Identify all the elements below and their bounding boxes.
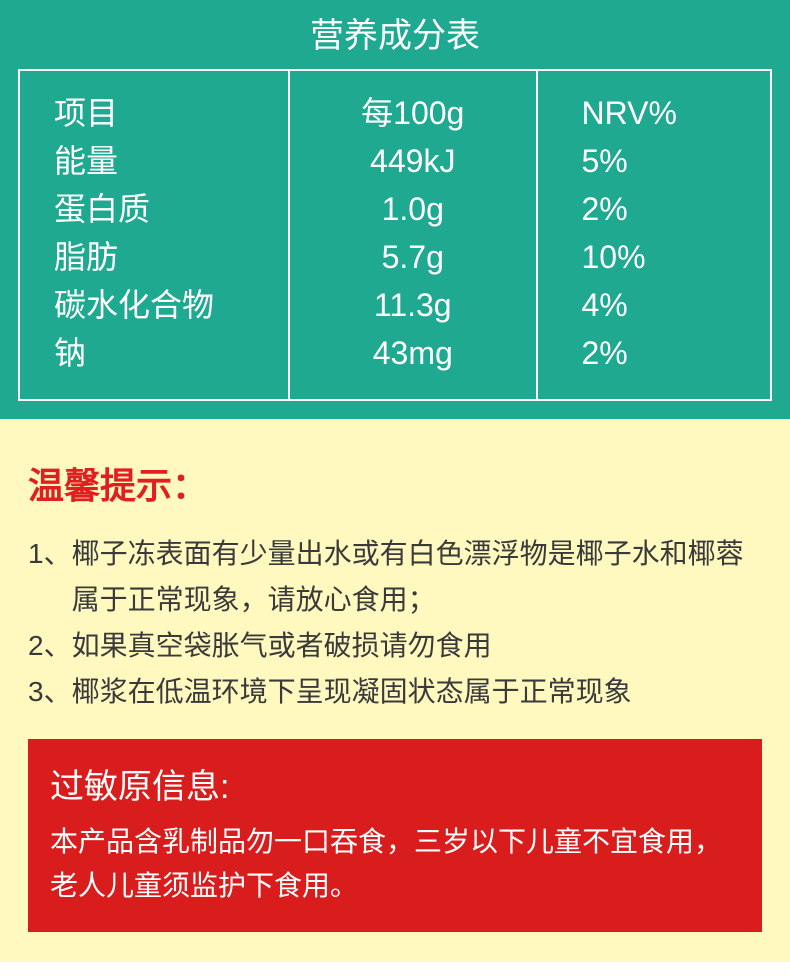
row-nrv: 2% bbox=[538, 185, 771, 233]
tip-text: 椰子冻表面有少量出水或有白色漂浮物是椰子水和椰蓉属于正常现象，请放心食用； bbox=[72, 531, 762, 623]
col-header: NRV% bbox=[538, 89, 771, 137]
tips-panel: 温馨提示： 1、 椰子冻表面有少量出水或有白色漂浮物是椰子水和椰蓉属于正常现象，… bbox=[0, 419, 790, 962]
row-value: 449kJ bbox=[290, 137, 536, 185]
row-name: 钠 bbox=[20, 329, 288, 377]
tip-item: 2、 如果真空袋胀气或者破损请勿食用 bbox=[28, 623, 762, 669]
nutrition-col-name: 项目 能量 蛋白质 脂肪 碳水化合物 钠 bbox=[20, 71, 290, 399]
row-value: 11.3g bbox=[290, 281, 536, 329]
nutrition-panel: 营养成分表 项目 能量 蛋白质 脂肪 碳水化合物 钠 每100g 449kJ 1… bbox=[0, 0, 790, 419]
tip-number: 3、 bbox=[28, 669, 72, 715]
tip-text: 椰浆在低温环境下呈现凝固状态属于正常现象 bbox=[72, 669, 762, 715]
tip-number: 2、 bbox=[28, 623, 72, 669]
allergen-panel: 过敏原信息: 本产品含乳制品勿一口吞食，三岁以下儿童不宜食用，老人儿童须监护下食… bbox=[28, 739, 762, 932]
row-nrv: 5% bbox=[538, 137, 771, 185]
row-nrv: 4% bbox=[538, 281, 771, 329]
tips-title: 温馨提示： bbox=[28, 457, 762, 509]
allergen-text: 本产品含乳制品勿一口吞食，三岁以下儿童不宜食用，老人儿童须监护下食用。 bbox=[50, 820, 740, 908]
tips-list: 1、 椰子冻表面有少量出水或有白色漂浮物是椰子水和椰蓉属于正常现象，请放心食用；… bbox=[28, 531, 762, 715]
nutrition-title: 营养成分表 bbox=[18, 0, 772, 69]
row-value: 1.0g bbox=[290, 185, 536, 233]
nutrition-table: 项目 能量 蛋白质 脂肪 碳水化合物 钠 每100g 449kJ 1.0g 5.… bbox=[18, 69, 772, 401]
tip-item: 1、 椰子冻表面有少量出水或有白色漂浮物是椰子水和椰蓉属于正常现象，请放心食用； bbox=[28, 531, 762, 623]
row-value: 5.7g bbox=[290, 233, 536, 281]
row-name: 蛋白质 bbox=[20, 185, 288, 233]
row-name: 脂肪 bbox=[20, 233, 288, 281]
row-name: 碳水化合物 bbox=[20, 281, 288, 329]
nutrition-col-nrv: NRV% 5% 2% 10% 4% 2% bbox=[538, 71, 771, 399]
col-header: 项目 bbox=[20, 89, 288, 137]
nutrition-col-per100g: 每100g 449kJ 1.0g 5.7g 11.3g 43mg bbox=[290, 71, 538, 399]
allergen-title: 过敏原信息: bbox=[50, 759, 740, 808]
row-name: 能量 bbox=[20, 137, 288, 185]
row-nrv: 10% bbox=[538, 233, 771, 281]
tip-item: 3、 椰浆在低温环境下呈现凝固状态属于正常现象 bbox=[28, 669, 762, 715]
row-nrv: 2% bbox=[538, 329, 771, 377]
row-value: 43mg bbox=[290, 329, 536, 377]
tip-text: 如果真空袋胀气或者破损请勿食用 bbox=[72, 623, 762, 669]
col-header: 每100g bbox=[290, 89, 536, 137]
tip-number: 1、 bbox=[28, 531, 72, 623]
